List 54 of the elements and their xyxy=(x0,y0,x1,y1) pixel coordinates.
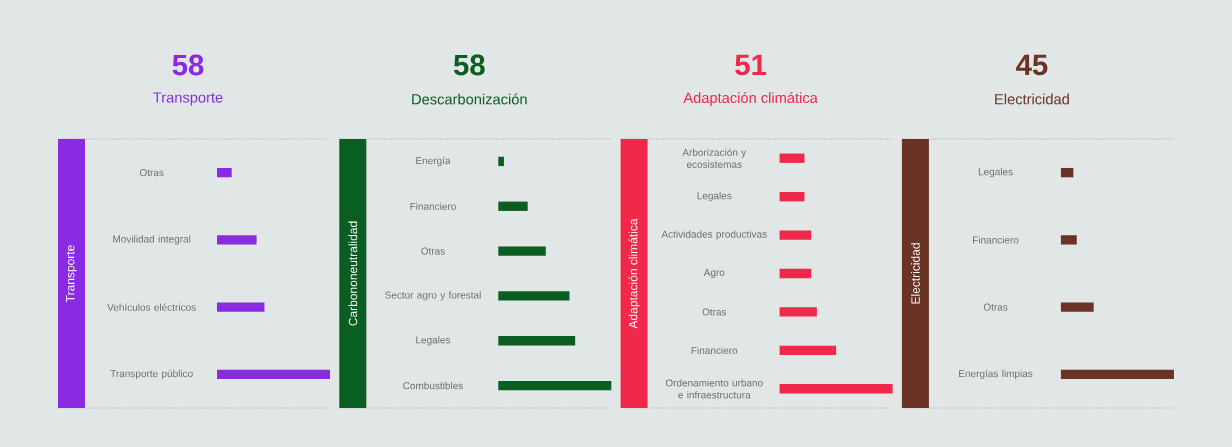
bar xyxy=(498,336,576,346)
y-tick-label: Movilidad integral xyxy=(113,235,191,245)
bar xyxy=(1060,369,1174,380)
bar xyxy=(779,191,805,202)
chart-title: 58 xyxy=(453,54,485,76)
bar xyxy=(1060,235,1077,245)
bar xyxy=(217,369,330,380)
bar xyxy=(1060,167,1074,178)
y-tick-label: Transporte público xyxy=(110,369,193,380)
bar xyxy=(217,167,232,178)
y-tick-label: Otras xyxy=(983,303,1008,311)
y-axis-title: Transporte xyxy=(66,245,77,303)
bar xyxy=(498,156,504,167)
y-tick-label: Ordenamiento urbano e infraestructura xyxy=(665,379,763,399)
bar xyxy=(779,153,805,163)
y-tick-label: Legales xyxy=(416,336,451,346)
y-tick-label: Vehículos eléctricos xyxy=(107,303,196,311)
bar xyxy=(779,307,817,317)
bar xyxy=(498,380,612,391)
y-tick-label: Arborización y ecosistemas xyxy=(682,148,747,168)
bar xyxy=(779,230,812,240)
bar xyxy=(779,345,837,356)
y-tick-label: Actividades productivas xyxy=(661,230,767,240)
y-axis-title: Electricidad xyxy=(911,243,920,304)
chart-title: 51 xyxy=(735,54,767,76)
chart-title: 58 xyxy=(172,54,204,76)
y-tick-label: Otras xyxy=(421,247,445,255)
chart-subtitle: Adaptación climática xyxy=(683,92,818,106)
y-tick-label: Financiero xyxy=(973,236,1019,244)
bar xyxy=(217,302,265,312)
y-tick-label: Legales xyxy=(697,192,732,202)
y-tick-label: Energía xyxy=(416,156,451,167)
chart-subtitle: Descarbonización xyxy=(412,93,527,105)
y-tick-label: Agro xyxy=(703,269,725,278)
y-tick-label: Sector agro y forestal xyxy=(385,291,481,301)
chart-subtitle: Electricidad xyxy=(995,93,1069,105)
bar xyxy=(498,201,528,211)
y-tick-label: Energías limpias xyxy=(959,369,1033,380)
bar xyxy=(498,246,546,256)
y-axis-title: Adaptación climática xyxy=(628,218,640,329)
chart-subtitle: Transporte xyxy=(153,92,223,106)
y-tick-label: Otras xyxy=(139,169,164,177)
y-tick-label: Otras xyxy=(702,308,727,316)
y-tick-label: Financiero xyxy=(410,202,456,210)
y-tick-label: Legales xyxy=(978,167,1013,178)
bar xyxy=(779,268,812,279)
bar xyxy=(779,384,893,394)
y-tick-label: Combustibles xyxy=(403,381,463,390)
bar xyxy=(1060,302,1094,312)
bar xyxy=(217,235,257,245)
y-tick-label: Financiero xyxy=(691,346,738,355)
bar xyxy=(498,291,570,301)
chart-title: 45 xyxy=(1016,54,1048,76)
y-axis-title: Carbononeutralidad xyxy=(348,221,358,326)
